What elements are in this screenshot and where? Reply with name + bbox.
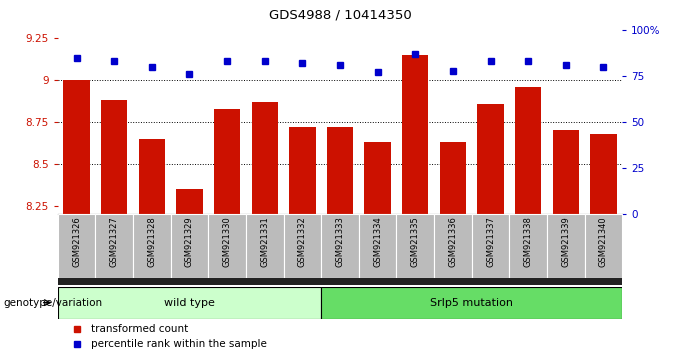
Bar bbox=[139, 139, 165, 214]
Bar bbox=[321, 214, 359, 278]
Text: GSM921336: GSM921336 bbox=[448, 216, 458, 267]
Bar bbox=[289, 127, 316, 214]
Bar bbox=[321, 287, 622, 319]
Text: GSM921331: GSM921331 bbox=[260, 216, 269, 267]
Bar bbox=[509, 214, 547, 278]
Text: GSM921337: GSM921337 bbox=[486, 216, 495, 267]
Text: GSM921340: GSM921340 bbox=[599, 216, 608, 267]
Text: GSM921330: GSM921330 bbox=[222, 216, 232, 267]
Bar bbox=[246, 214, 284, 278]
Bar bbox=[133, 214, 171, 278]
Bar bbox=[58, 287, 321, 319]
Text: transformed count: transformed count bbox=[90, 324, 188, 334]
Text: GSM921328: GSM921328 bbox=[148, 216, 156, 267]
Bar bbox=[396, 214, 434, 278]
Text: GSM921335: GSM921335 bbox=[411, 216, 420, 267]
Bar bbox=[477, 104, 504, 214]
Bar bbox=[58, 214, 95, 278]
Text: GSM921332: GSM921332 bbox=[298, 216, 307, 267]
Bar bbox=[547, 214, 585, 278]
Bar bbox=[402, 55, 428, 214]
Bar bbox=[553, 131, 579, 214]
Bar bbox=[440, 142, 466, 214]
Bar bbox=[252, 102, 278, 214]
Bar bbox=[472, 214, 509, 278]
Text: genotype/variation: genotype/variation bbox=[3, 298, 103, 308]
Text: GSM921327: GSM921327 bbox=[109, 216, 119, 267]
Bar bbox=[434, 214, 472, 278]
Bar bbox=[585, 214, 622, 278]
Text: GSM921326: GSM921326 bbox=[72, 216, 81, 267]
Text: Srlp5 mutation: Srlp5 mutation bbox=[430, 298, 513, 308]
Bar bbox=[590, 134, 617, 214]
Bar bbox=[364, 142, 391, 214]
Bar bbox=[208, 214, 246, 278]
Bar bbox=[327, 127, 353, 214]
Text: GSM921334: GSM921334 bbox=[373, 216, 382, 267]
Bar bbox=[101, 101, 127, 214]
Bar bbox=[176, 189, 203, 214]
Bar bbox=[63, 80, 90, 214]
Text: GSM921329: GSM921329 bbox=[185, 216, 194, 267]
Bar bbox=[359, 214, 396, 278]
Text: wild type: wild type bbox=[164, 298, 215, 308]
Text: GDS4988 / 10414350: GDS4988 / 10414350 bbox=[269, 9, 411, 22]
Text: GSM921338: GSM921338 bbox=[524, 216, 532, 267]
Text: percentile rank within the sample: percentile rank within the sample bbox=[90, 339, 267, 349]
Bar bbox=[171, 214, 208, 278]
Text: GSM921339: GSM921339 bbox=[561, 216, 571, 267]
Bar bbox=[284, 214, 321, 278]
Text: GSM921333: GSM921333 bbox=[335, 216, 345, 267]
Bar bbox=[95, 214, 133, 278]
Bar bbox=[214, 109, 240, 214]
Bar bbox=[515, 87, 541, 214]
